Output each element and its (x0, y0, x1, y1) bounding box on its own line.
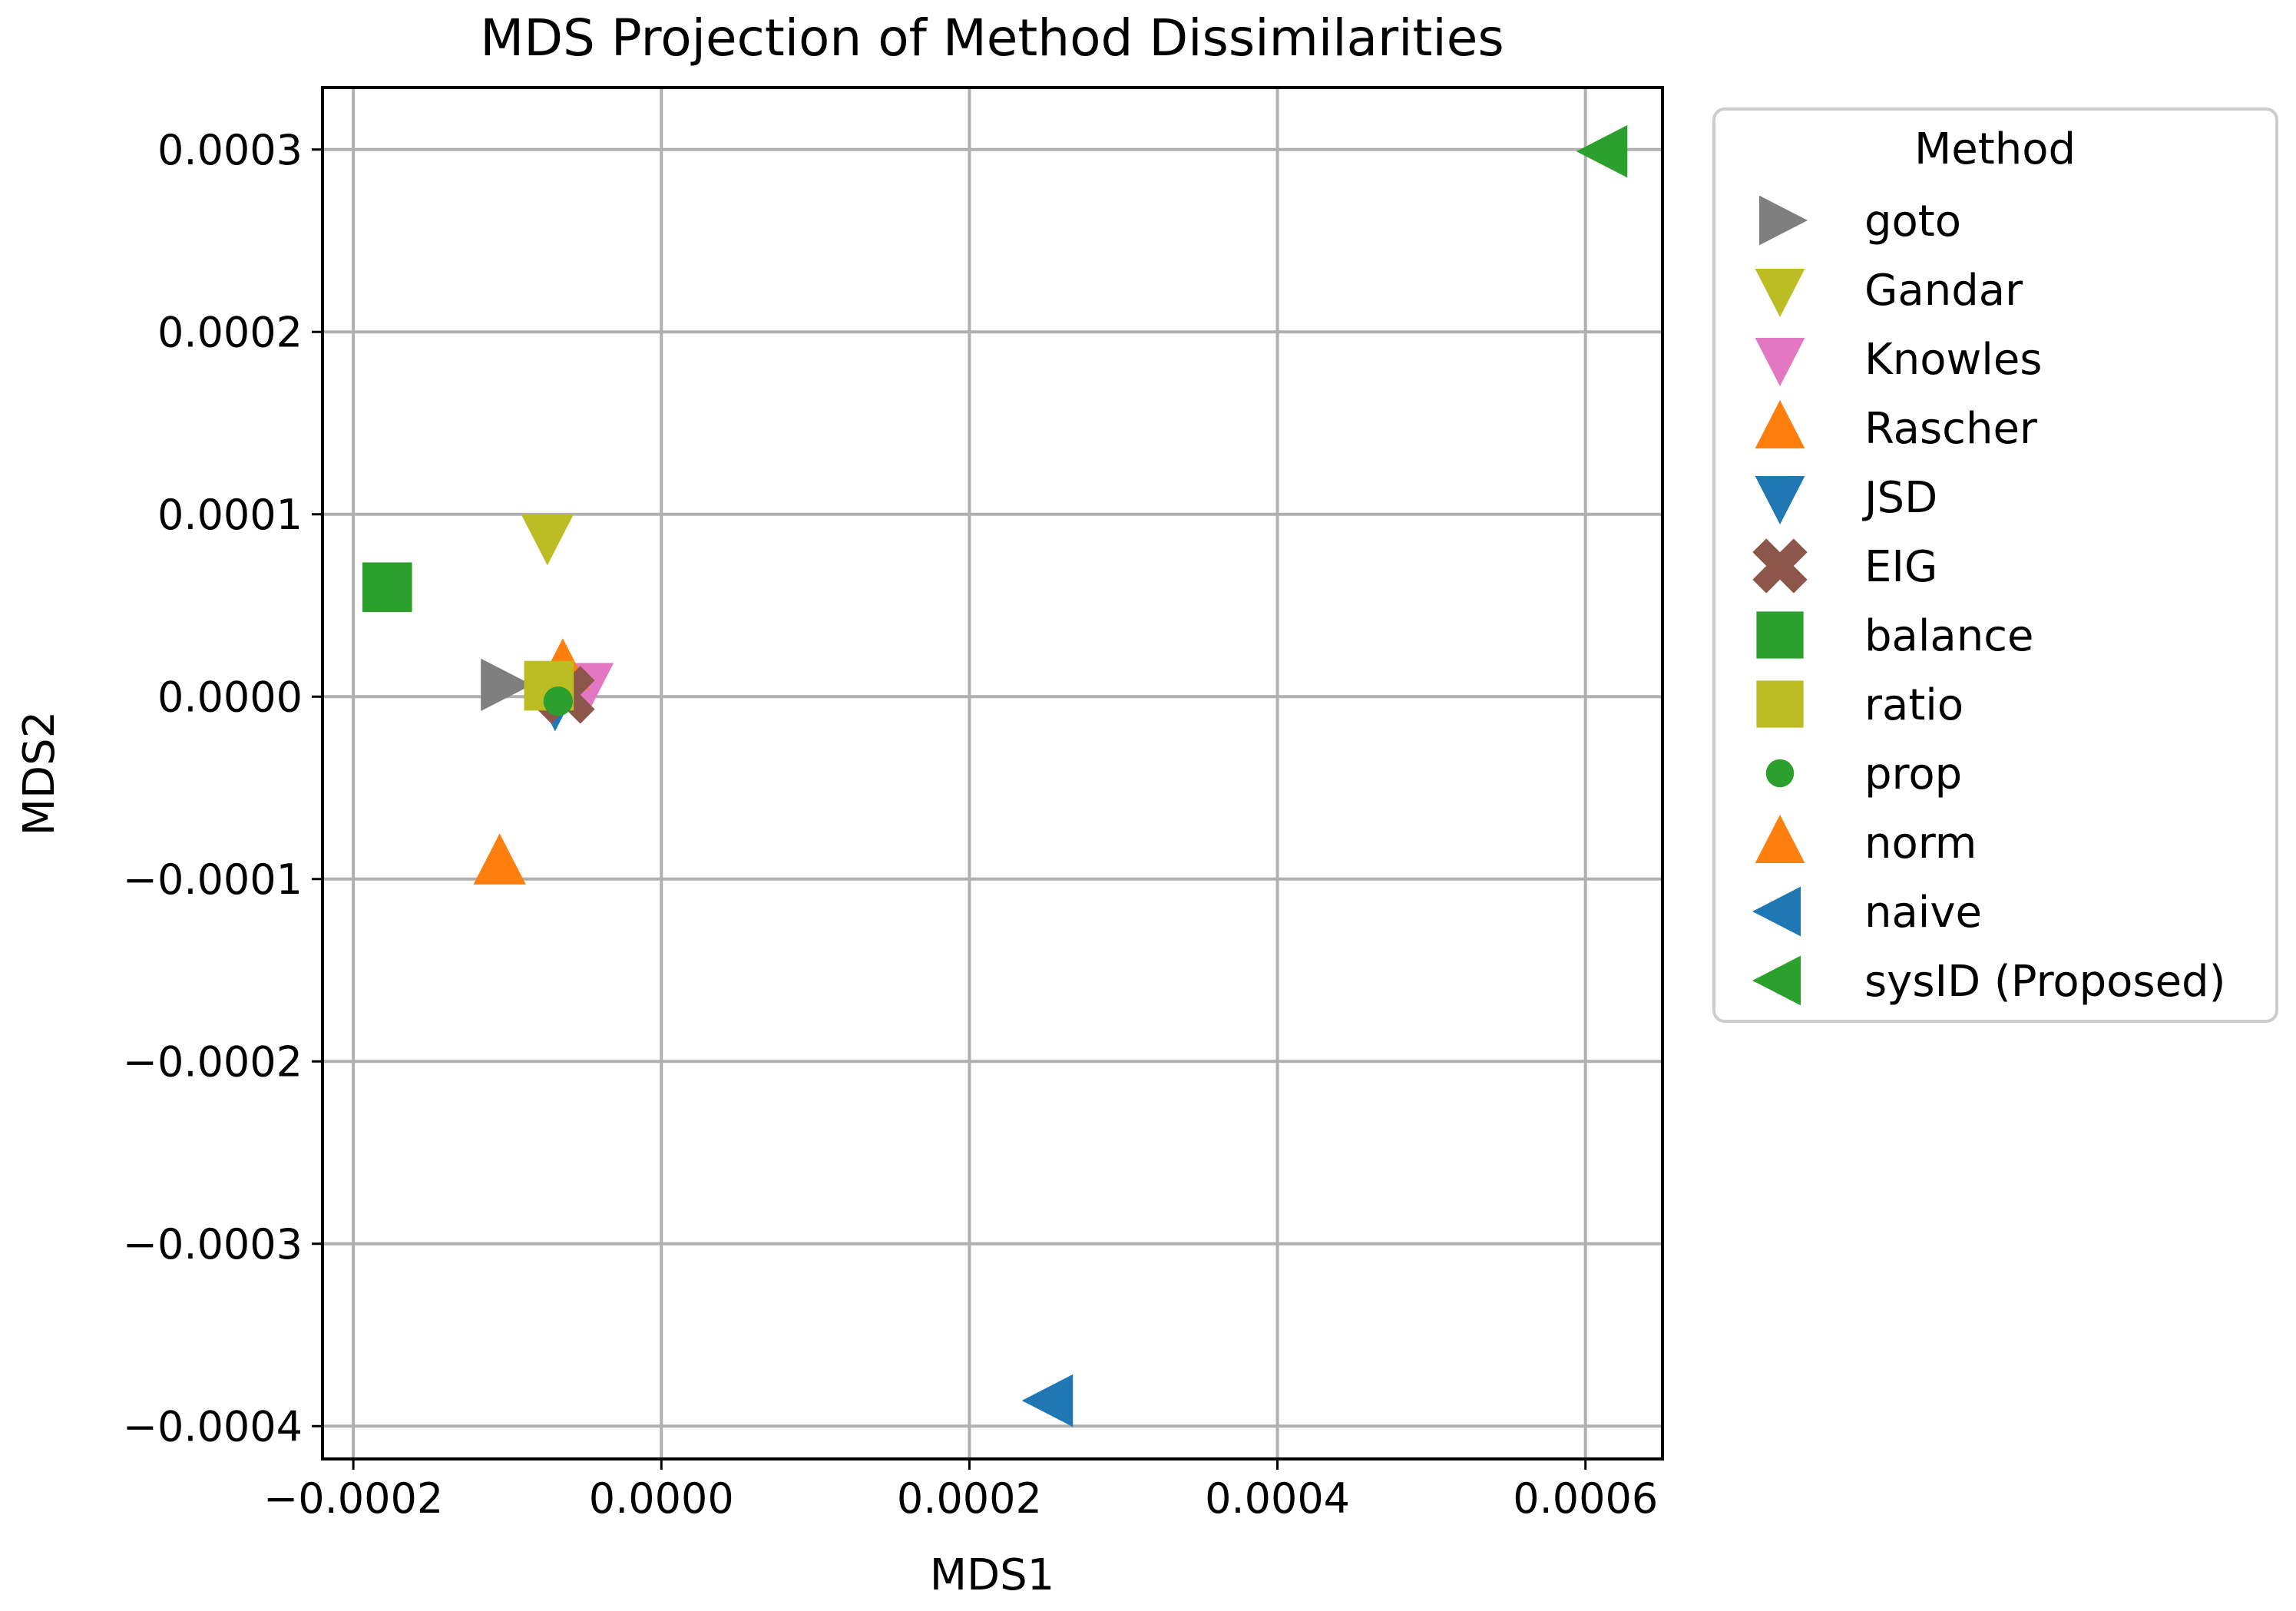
y-tick-label: −0.0002 (123, 1037, 303, 1086)
data-point-goto (481, 658, 532, 712)
y-tick-label: −0.0001 (123, 855, 303, 904)
legend-label-jsd: JSD (1862, 473, 1937, 523)
y-tick-label: 0.0001 (157, 491, 303, 539)
legend-label-prop: prop (1864, 749, 1962, 799)
x-tick-label: 0.0006 (1513, 1474, 1658, 1523)
legend-item-balance: balance (1756, 611, 2033, 661)
y-tick-label: 0.0002 (157, 308, 303, 356)
legend-item-ratio: ratio (1756, 680, 1964, 730)
legend-marker-ratio (1756, 680, 1804, 728)
legend-marker-jsd (1755, 476, 1805, 524)
legend-marker-balance (1756, 611, 1804, 659)
legend-marker-sysid-proposed (1752, 955, 1801, 1006)
legend-item-norm: norm (1755, 815, 1977, 868)
legend-label-gandar: Gandar (1864, 266, 2023, 316)
legend-label-goto: goto (1864, 197, 1961, 246)
legend-item-jsd: JSD (1755, 473, 1937, 524)
legend-marker-prop (1765, 759, 1795, 788)
legend-label-norm: norm (1864, 819, 1977, 868)
legend-item-prop: prop (1765, 749, 1962, 799)
x-tick-label: 0.0002 (897, 1474, 1042, 1523)
x-tick-label: −0.0002 (263, 1474, 443, 1523)
data-point-gandar (521, 514, 574, 566)
legend-items: goto Gandar Knowles Rascher JSD EIG balance rat… (1752, 195, 2225, 1007)
legend-marker-norm (1755, 815, 1805, 863)
y-axis-ticks: 0.0003 0.0002 0.0001 0.0000 −0.0001 −0.0002 −0… (123, 126, 323, 1451)
legend-item-naive: naive (1752, 886, 1982, 938)
legend-marker-goto (1759, 195, 1808, 246)
legend: Method goto Gandar Knowles Rascher JSD EIG bal… (1712, 108, 2278, 1023)
chart-title: MDS Projection of Method Dissimilarities (480, 8, 1504, 68)
data-point-sysid-proposed (1576, 124, 1628, 178)
data-markers (362, 124, 1628, 1427)
legend-marker-knowles (1755, 338, 1805, 386)
legend-item-eig: EIG (1752, 538, 1937, 594)
data-point-naive (1021, 1374, 1074, 1427)
y-tick-label: 0.0003 (157, 126, 303, 174)
legend-item-rascher: Rascher (1755, 400, 2038, 454)
legend-marker-gandar (1755, 269, 1805, 317)
data-point-prop (543, 686, 574, 716)
y-tick-label: −0.0003 (123, 1220, 303, 1269)
x-axis-ticks: −0.0002 0.0000 0.0002 0.0004 0.0006 (263, 1459, 1658, 1523)
legend-marker-rascher (1755, 400, 1805, 448)
legend-label-rascher: Rascher (1864, 404, 2038, 454)
legend-item-goto: goto (1759, 195, 1961, 246)
x-tick-label: 0.0004 (1205, 1474, 1350, 1523)
legend-marker-eig (1752, 538, 1808, 594)
y-tick-label: −0.0004 (123, 1402, 303, 1451)
legend-frame (1712, 108, 2278, 1023)
x-axis-label: MDS1 (930, 1550, 1055, 1600)
x-tick-label: 0.0000 (589, 1474, 734, 1523)
legend-label-naive: naive (1864, 888, 1982, 938)
legend-label-knowles: Knowles (1864, 335, 2042, 385)
legend-label-eig: EIG (1864, 542, 1937, 592)
data-point-balance (362, 562, 412, 613)
legend-label-balance: balance (1864, 611, 2033, 661)
data-point-norm (473, 833, 526, 885)
y-axis-label: MDS2 (15, 711, 65, 836)
plot-frame (321, 86, 1664, 1460)
legend-title: Method (1914, 124, 2076, 174)
y-tick-label: 0.0000 (157, 673, 303, 721)
legend-label-sysid-proposed: sysID (Proposed) (1864, 957, 2225, 1007)
legend-item-sysid-proposed: sysID (Proposed) (1752, 955, 2225, 1007)
legend-marker-naive (1752, 886, 1801, 937)
legend-item-knowles: Knowles (1755, 335, 2042, 386)
legend-item-gandar: Gandar (1755, 266, 2023, 317)
legend-label-ratio: ratio (1864, 680, 1964, 730)
